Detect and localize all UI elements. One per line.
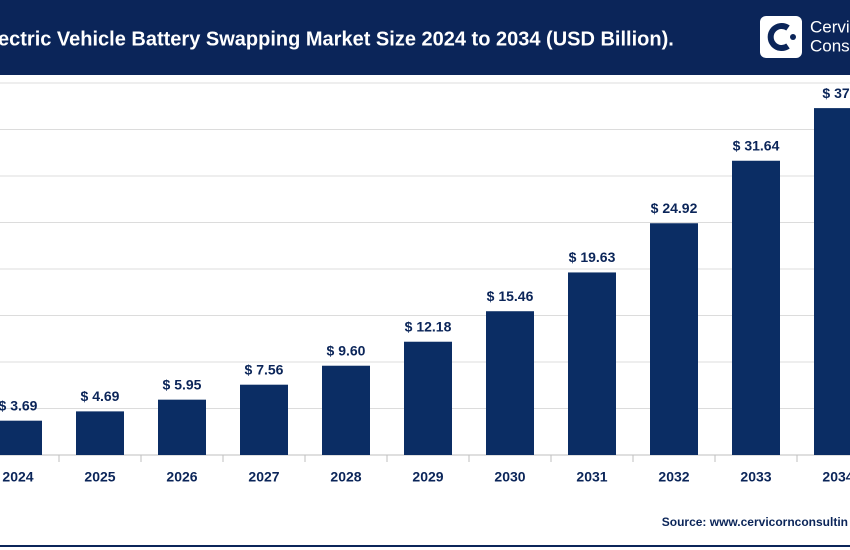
value-label: $ 5.95 [163, 376, 202, 392]
x-tick-label: 2027 [248, 469, 279, 485]
bar [404, 341, 452, 455]
value-label: $ 4.69 [81, 388, 120, 404]
logo-mark [767, 23, 790, 51]
x-tick-label: 2032 [658, 469, 689, 485]
bar [568, 272, 616, 455]
value-label: $ 19.63 [569, 249, 616, 265]
bar [814, 108, 850, 456]
x-tick-label: 2033 [740, 469, 771, 485]
value-label: $ 31.64 [733, 137, 780, 153]
logo-text: Cervic [810, 17, 850, 36]
x-tick-label: 2024 [2, 469, 33, 485]
x-tick-label: 2030 [494, 469, 525, 485]
x-tick-label: 2026 [166, 469, 197, 485]
x-tick-label: 2034 [822, 469, 850, 485]
bar [650, 223, 698, 455]
x-tick-label: 2025 [84, 469, 115, 485]
value-label: $ 37. [822, 85, 850, 101]
bar [240, 384, 288, 455]
value-label: $ 3.69 [0, 397, 38, 413]
value-label: $ 12.18 [405, 318, 452, 334]
logo-dot [790, 34, 796, 40]
x-tick-label: 2031 [576, 469, 607, 485]
bar [158, 399, 206, 455]
source-note: Source: www.cervicornconsultin [662, 515, 848, 529]
chart-title: ectric Vehicle Battery Swapping Market S… [0, 28, 674, 50]
logo-icon [760, 16, 802, 58]
logo-text: Consu [810, 36, 850, 55]
x-tick-label: 2029 [412, 469, 443, 485]
bar [486, 311, 534, 455]
bar [76, 411, 124, 455]
bar [0, 420, 42, 455]
value-label: $ 9.60 [327, 342, 366, 358]
bar [732, 160, 780, 456]
value-label: $ 7.56 [245, 361, 284, 377]
header-bar [0, 0, 850, 75]
x-tick-label: 2028 [330, 469, 361, 485]
bar [322, 365, 370, 455]
value-label: $ 15.46 [487, 288, 534, 304]
value-label: $ 24.92 [651, 200, 698, 216]
